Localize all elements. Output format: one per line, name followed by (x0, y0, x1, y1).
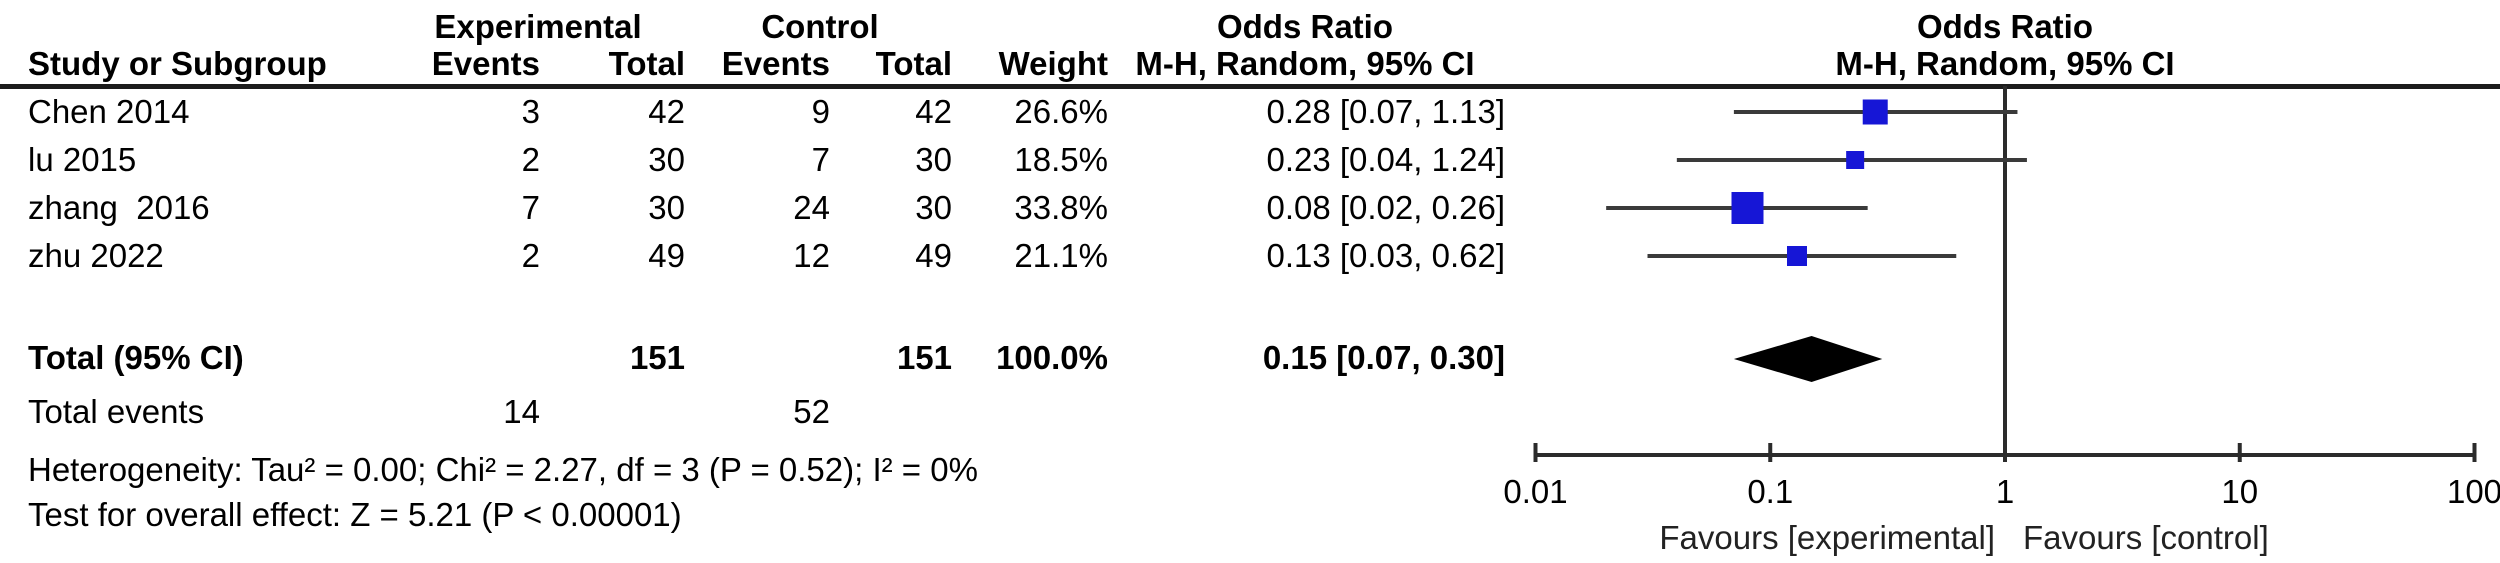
col-header-exp-total: Total (608, 45, 685, 82)
summary-diamond (1733, 336, 1883, 382)
ctrl-total: 30 (915, 141, 952, 178)
study-name: zhu 2022 (28, 237, 164, 274)
exp-events: 7 (521, 189, 540, 226)
total-label: Total (95% CI) (28, 339, 244, 376)
col-header-control: Control (761, 8, 879, 45)
total-ctrl-total: 151 (896, 339, 952, 376)
ctrl-total: 30 (915, 189, 952, 226)
overall-effect-stats: Test for overall effect: Z = 5.21 (P < 0… (28, 496, 682, 533)
study-name: zhang 2016 (28, 189, 210, 226)
study-name: Chen 2014 (28, 93, 190, 130)
col-header-ctrl-events: Events (721, 45, 830, 82)
exp-events: 3 (521, 93, 540, 130)
weight: 26.6% (1014, 93, 1108, 130)
axis-tick-label: 1 (1996, 473, 2014, 510)
favours-left-label: Favours [experimental] (1659, 519, 1995, 556)
or-square-marker (1846, 151, 1865, 169)
ctrl-total: 42 (915, 93, 952, 130)
or-ci-text: 0.23 [0.04, 1.24] (1266, 141, 1505, 178)
ctrl-events: 24 (793, 189, 830, 226)
weight: 21.1% (1014, 237, 1108, 274)
or-square-marker (1862, 99, 1888, 125)
total-or-ci: 0.15 [0.07, 0.30] (1262, 339, 1505, 376)
exp-total: 42 (648, 93, 685, 130)
ctrl-events: 12 (793, 237, 830, 274)
axis-tick-label: 0.01 (1503, 473, 1567, 510)
ctrl-events: 9 (811, 93, 830, 130)
col-header-study: Study or Subgroup (28, 45, 327, 82)
col-header-odds-ratio: Odds Ratio (1216, 8, 1393, 45)
col-header-or-method: M-H, Random, 95% CI (1135, 45, 1475, 82)
axis-tick-label: 10 (2221, 473, 2258, 510)
col-header-ctrl-total: Total (875, 45, 952, 82)
study-name: lu 2015 (28, 141, 137, 178)
total-exp-total: 151 (629, 339, 685, 376)
or-square-marker (1731, 192, 1764, 224)
exp-events: 2 (521, 141, 540, 178)
exp-total: 30 (648, 189, 685, 226)
ctrl-total: 49 (915, 237, 952, 274)
total-events-label: Total events (28, 393, 205, 430)
weight: 33.8% (1014, 189, 1108, 226)
or-ci-text: 0.28 [0.07, 1.13] (1266, 93, 1505, 130)
axis-tick-label: 0.1 (1747, 473, 1793, 510)
axis-tick-label: 100 (2447, 473, 2500, 510)
or-ci-text: 0.13 [0.03, 0.62] (1266, 237, 1505, 274)
exp-total: 49 (648, 237, 685, 274)
plot-header-or-method: M-H, Random, 95% CI (1835, 45, 2175, 82)
col-header-exp-events: Events (431, 45, 540, 82)
exp-total: 30 (648, 141, 685, 178)
favours-right-label: Favours [control] (2023, 519, 2269, 556)
ctrl-events: 7 (811, 141, 830, 178)
total-events-ctrl: 52 (793, 393, 830, 430)
total-weight: 100.0% (996, 339, 1108, 376)
or-ci-text: 0.08 [0.02, 0.26] (1266, 189, 1505, 226)
weight: 18.5% (1014, 141, 1108, 178)
or-square-marker (1786, 246, 1807, 266)
col-header-weight: Weight (998, 45, 1108, 82)
total-events-exp: 14 (503, 393, 540, 430)
header-divider (0, 84, 2500, 89)
col-header-experimental: Experimental (434, 8, 642, 45)
exp-events: 2 (521, 237, 540, 274)
plot-header-odds-ratio: Odds Ratio (1916, 8, 2093, 45)
heterogeneity-stats: Heterogeneity: Tau² = 0.00; Chi² = 2.27,… (28, 451, 978, 488)
